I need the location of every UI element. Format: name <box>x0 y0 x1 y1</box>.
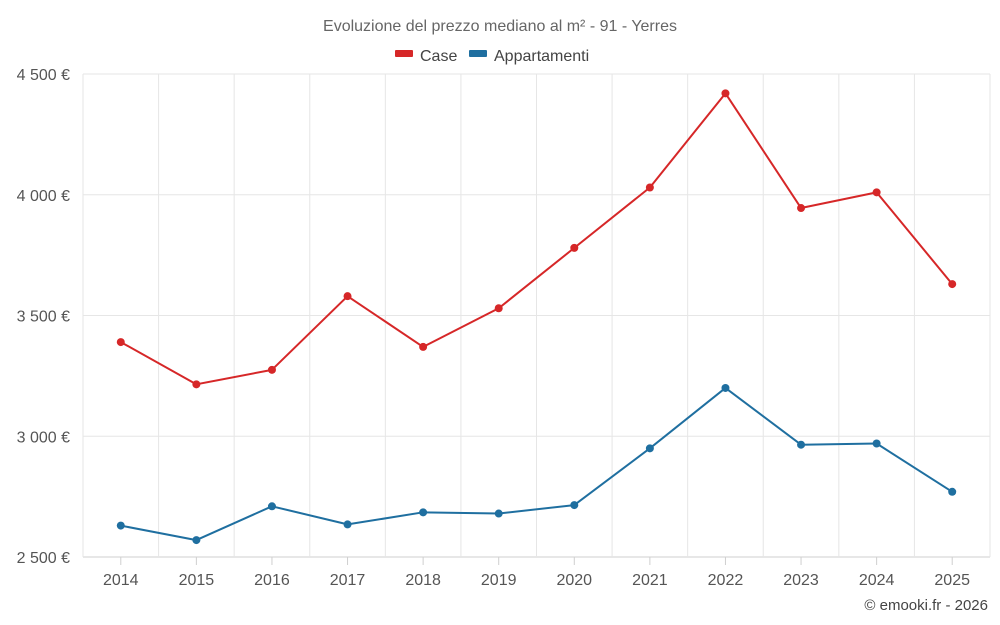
data-point-case[interactable] <box>343 292 352 301</box>
data-point-case[interactable] <box>570 243 579 252</box>
data-point-appartamenti[interactable] <box>872 439 881 448</box>
x-tick-label: 2025 <box>934 572 970 589</box>
legend-label-appartamenti: Appartamenti <box>494 48 589 65</box>
x-tick-label: 2018 <box>405 572 441 589</box>
legend-item-case[interactable]: Case <box>395 48 457 65</box>
series-appartamenti <box>116 383 957 545</box>
data-point-appartamenti[interactable] <box>192 536 201 545</box>
x-tick-label: 2021 <box>632 572 668 589</box>
x-tick-label: 2017 <box>330 572 366 589</box>
legend-item-appartamenti[interactable]: Appartamenti <box>469 48 589 65</box>
data-point-case[interactable] <box>872 188 881 197</box>
data-point-appartamenti[interactable] <box>343 520 352 529</box>
x-tick-label: 2020 <box>556 572 592 589</box>
data-point-appartamenti[interactable] <box>116 521 125 530</box>
y-axis-ticks: 2 500 € 3 000 € 3 500 € 4 000 € 4 500 € <box>17 67 70 567</box>
legend: Case Appartamenti <box>395 48 589 65</box>
data-point-case[interactable] <box>192 380 201 389</box>
y-tick-label: 2 500 € <box>17 550 70 567</box>
data-point-case[interactable] <box>948 280 957 289</box>
chart-title: Evoluzione del prezzo mediano al m² - 91… <box>323 18 677 35</box>
data-point-appartamenti[interactable] <box>267 502 276 511</box>
x-tick-label: 2023 <box>783 572 819 589</box>
legend-label-case: Case <box>420 48 457 65</box>
data-point-appartamenti[interactable] <box>570 501 579 510</box>
data-point-case[interactable] <box>116 338 125 347</box>
x-tick-label: 2022 <box>708 572 744 589</box>
y-tick-label: 4 000 € <box>17 188 70 205</box>
data-point-case[interactable] <box>267 365 276 374</box>
data-point-appartamenti[interactable] <box>948 487 957 496</box>
data-point-appartamenti[interactable] <box>721 383 730 392</box>
data-point-case[interactable] <box>419 342 428 351</box>
legend-swatch-appartamenti <box>469 50 487 57</box>
data-point-case[interactable] <box>645 183 654 192</box>
data-point-appartamenti[interactable] <box>419 508 428 517</box>
data-point-appartamenti[interactable] <box>494 509 503 518</box>
x-tick-label: 2016 <box>254 572 290 589</box>
x-tick-label: 2014 <box>103 572 139 589</box>
series <box>116 89 957 545</box>
y-tick-label: 4 500 € <box>17 67 70 84</box>
data-point-case[interactable] <box>721 89 730 98</box>
series-case <box>116 89 957 389</box>
x-axis-ticks: 2014 2015 2016 2017 2018 2019 2020 2021 2022 2023… <box>103 557 970 589</box>
y-tick-label: 3 000 € <box>17 429 70 446</box>
series-line-appartamenti <box>120 386 953 542</box>
x-tick-label: 2015 <box>179 572 215 589</box>
x-tick-label: 2024 <box>859 572 895 589</box>
data-point-appartamenti[interactable] <box>645 444 654 453</box>
data-point-case[interactable] <box>494 304 503 313</box>
credit-text: © emooki.fr - 2026 <box>864 597 988 614</box>
data-point-case[interactable] <box>797 204 806 213</box>
x-tick-label: 2019 <box>481 572 517 589</box>
grid <box>82 73 991 558</box>
data-point-appartamenti[interactable] <box>797 440 806 449</box>
y-tick-label: 3 500 € <box>17 309 70 326</box>
series-line-case <box>120 92 953 386</box>
legend-swatch-case <box>395 50 413 57</box>
